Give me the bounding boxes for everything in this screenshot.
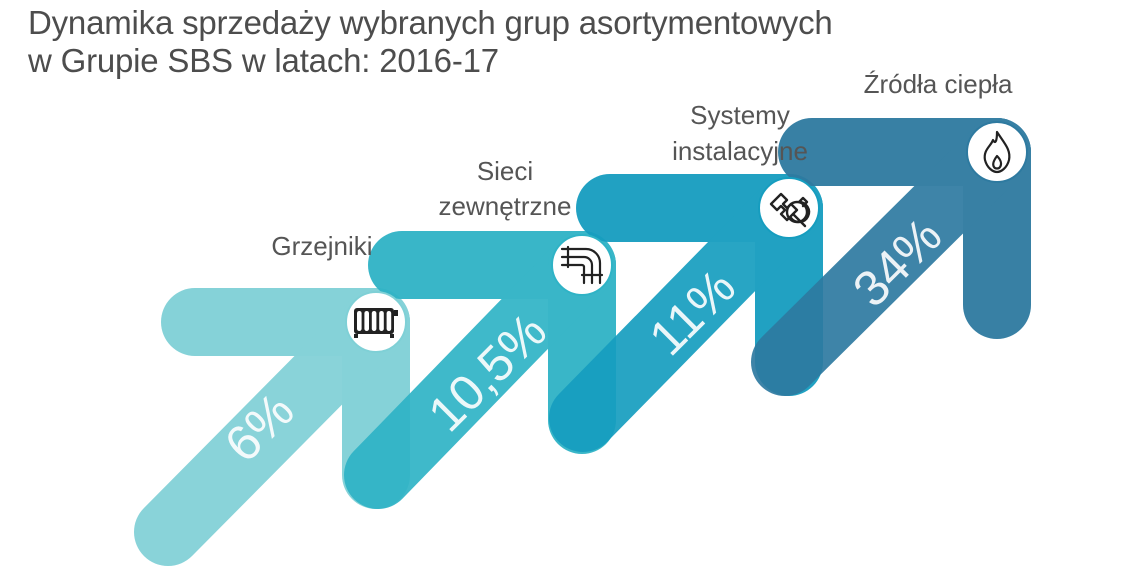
arrow-bars [134,118,1031,566]
category-icons [345,121,1028,353]
arrow-diagonal-segment [751,118,1031,396]
category-label: instalacyjne [672,136,808,166]
radiator-icon [345,291,407,353]
arrow-diagonal-segment [549,174,823,452]
chart-title-line-1: Dynamika sprzedaży wybranych grup asorty… [28,4,833,41]
category-label: Grzejniki [271,231,372,261]
arrow-diagonal-segment [344,231,616,509]
chart-title-line-2: w Grupie SBS w latach: 2016-17 [28,42,499,79]
chart-title: Dynamika sprzedaży wybranych grup asorty… [28,4,833,80]
flame-icon [966,121,1028,183]
category-label: Źródła ciepła [864,69,1013,99]
wrench-icon [758,177,820,239]
pipes-icon [551,234,613,296]
arrow-diagonal-segment [134,288,410,566]
category-label: zewnętrzne [439,191,572,221]
category-label: Systemy [690,100,790,130]
category-label: Sieci [477,156,533,186]
